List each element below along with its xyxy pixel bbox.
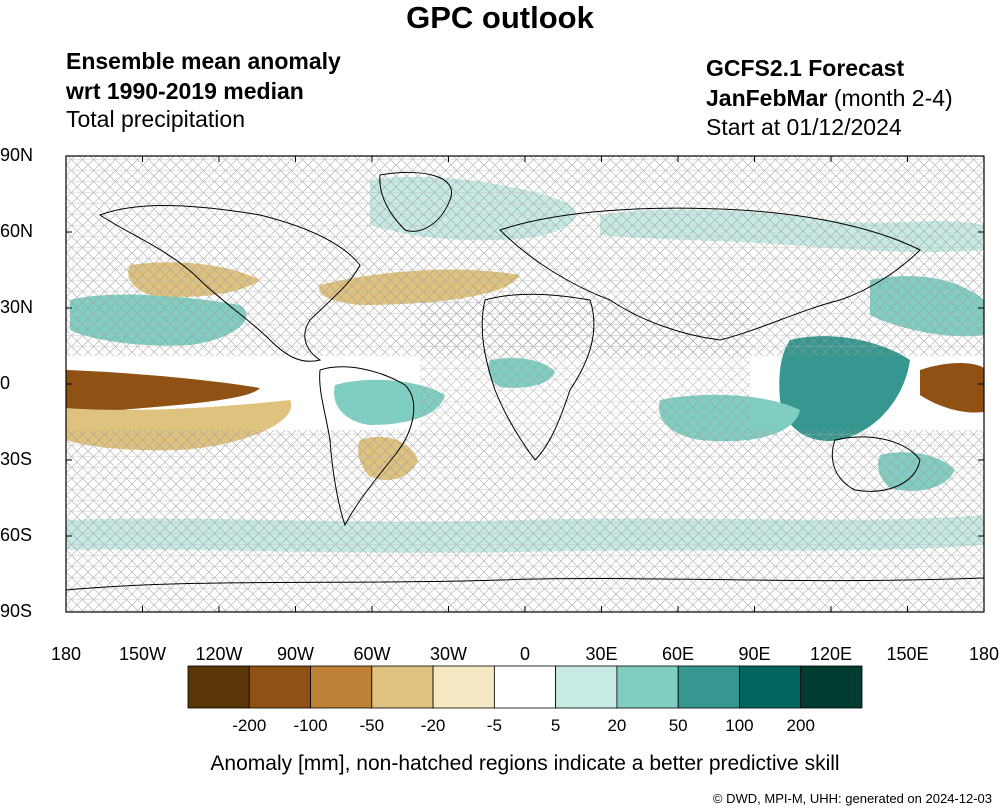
coast-south-america <box>319 366 415 527</box>
latitude-label: 60N <box>0 221 34 241</box>
coast-australia <box>831 436 921 492</box>
colorbar-bin <box>371 665 434 709</box>
header-right-season-line: JanFebMar (month 2-4) <box>706 85 953 112</box>
coast-antarctica <box>66 577 984 591</box>
colorbar-label: -20 <box>420 716 446 735</box>
longitude-label: 120W <box>195 644 243 664</box>
colorbar-bin <box>739 665 802 709</box>
colorbar-bin <box>555 665 618 709</box>
longitude-label: 180 <box>50 644 82 664</box>
longitude-label: 30E <box>585 644 618 664</box>
anomaly-wet-s-america <box>334 379 445 425</box>
colorbar-label: 5 <box>550 716 561 735</box>
header-left-line1: Ensemble mean anomaly <box>66 48 341 74</box>
longitude-label: 120E <box>809 644 853 664</box>
coast-north-america <box>98 205 361 362</box>
page-title: GPC outlook <box>406 0 594 35</box>
longitude-label: 150E <box>886 644 929 664</box>
colorbar-bin <box>677 665 740 709</box>
axis-ticks <box>65 155 985 613</box>
latitude-label: 30S <box>0 449 33 469</box>
colorbar-bin <box>800 665 863 709</box>
colorbar-bin <box>493 665 557 709</box>
colorbar-label: -200 <box>232 716 267 735</box>
latitude-label: 0 <box>0 373 11 393</box>
longitude-label: 90W <box>276 644 314 664</box>
latitude-label: 30N <box>0 297 34 317</box>
header-right-model: GCFS2.1 Forecast <box>706 55 905 81</box>
colorbar-label: 100 <box>725 716 754 735</box>
anomaly-dry-eq-pacific-west <box>66 370 260 411</box>
longitude-label: 0 <box>519 644 530 664</box>
longitude-label: 60W <box>353 644 391 664</box>
colorbar-label: -50 <box>359 716 385 735</box>
header-left-line2: wrt 1990-2019 median <box>66 78 304 104</box>
colorbar-bin <box>187 665 250 709</box>
coast-eurasia <box>499 207 921 341</box>
latitude-label: 90S <box>0 601 33 621</box>
header-left-line3: Total precipitation <box>66 106 245 132</box>
colorbar-bin <box>432 665 495 709</box>
anomaly-dry-eq-pacific-east <box>920 363 984 413</box>
latitude-label: 90N <box>0 145 34 165</box>
anomaly-wet-maritime <box>779 336 910 441</box>
longitude-label: 90E <box>738 644 771 664</box>
colorbar-bin <box>310 665 373 709</box>
colorbar-label: 20 <box>607 716 627 735</box>
coast-greenland <box>379 171 453 232</box>
longitude-label: 30W <box>429 644 467 664</box>
colorbar-label: 200 <box>786 716 815 735</box>
longitude-label: 150W <box>118 644 167 664</box>
colorbar-label: 50 <box>668 716 688 735</box>
season-name: JanFebMar <box>706 85 828 111</box>
colorbar-bin <box>248 665 311 709</box>
colorbar <box>187 665 863 709</box>
longitude-label: 180 <box>968 644 1000 664</box>
header-right-start: Start at 01/12/2024 <box>706 114 902 140</box>
credit-line: © DWD, MPI-M, UHH: generated on 2024-12-… <box>712 791 992 806</box>
longitude-label: 60E <box>661 644 695 664</box>
colorbar-caption: Anomaly [mm], non-hatched regions indica… <box>210 752 840 775</box>
colorbar-label: -5 <box>486 716 502 735</box>
skill-hatching <box>66 156 984 612</box>
colorbar-bin <box>616 665 679 709</box>
coast-europe-africa <box>481 293 595 461</box>
latitude-label: 60S <box>0 525 33 545</box>
coastlines <box>66 171 984 591</box>
colorbar-label: -100 <box>293 716 328 735</box>
season-note: (month 2-4) <box>827 85 953 111</box>
